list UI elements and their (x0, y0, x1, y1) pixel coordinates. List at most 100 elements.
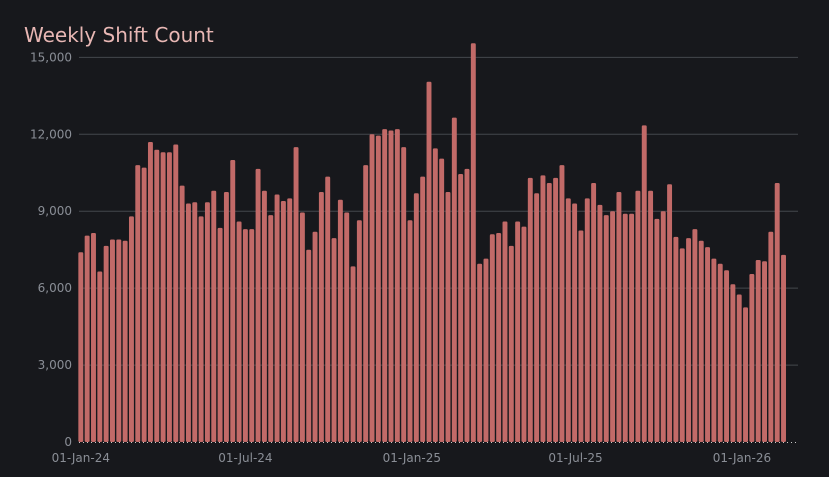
bar (192, 202, 198, 442)
bar (597, 204, 603, 442)
bar (781, 254, 786, 442)
y-tick-label: 3,000 (38, 358, 72, 372)
bar (483, 258, 489, 442)
bar (230, 159, 236, 442)
bar (610, 211, 616, 442)
x-tick-label: 01-Jul-24 (218, 451, 272, 465)
y-tick-label: 12,000 (30, 127, 72, 141)
bar (705, 247, 711, 442)
bar (717, 263, 723, 442)
bar (401, 147, 407, 442)
bar (578, 230, 584, 442)
bar (204, 202, 210, 442)
bar (445, 192, 451, 442)
bar (287, 198, 293, 442)
bar (116, 239, 122, 442)
bar (217, 227, 223, 442)
bar (97, 271, 103, 442)
bar (337, 199, 343, 442)
bar (185, 203, 191, 442)
bar (724, 270, 730, 442)
bar (261, 190, 267, 442)
bar (110, 239, 115, 442)
y-tick-label: 15,000 (30, 50, 72, 64)
bar (413, 193, 419, 442)
bar (489, 234, 495, 442)
bar (521, 226, 527, 442)
bar (572, 203, 578, 442)
bar (84, 235, 90, 442)
bar (527, 177, 533, 442)
bar (673, 236, 679, 442)
bar (451, 117, 457, 442)
y-axis: 0 3,000 6,000 9,000 12,000 15,000 (30, 50, 72, 449)
bar (160, 152, 166, 442)
bar (622, 213, 628, 442)
bar (540, 175, 546, 442)
bar (420, 176, 426, 442)
bar (679, 248, 685, 442)
bar (603, 215, 609, 442)
bar (122, 240, 128, 442)
bar (268, 215, 274, 442)
bar (553, 177, 559, 442)
bar (755, 259, 761, 442)
x-axis: 01-Jan-24 01-Jul-24 01-Jan-25 01-Jul-25 01-J… (52, 451, 771, 465)
bar (464, 168, 470, 443)
bar (223, 192, 229, 442)
bar (147, 142, 153, 442)
x-tick-label: 01-Jan-25 (383, 451, 441, 465)
bar (299, 212, 305, 442)
bar (743, 307, 749, 442)
bar (198, 216, 204, 442)
bar (255, 168, 261, 443)
chart-title: Weekly Shift Count (24, 23, 214, 47)
bar (242, 229, 248, 442)
bar (394, 129, 400, 442)
bar (407, 220, 413, 442)
bars (78, 43, 798, 443)
bar (154, 149, 160, 442)
bar (477, 263, 483, 442)
bar (711, 258, 717, 442)
bar (369, 134, 375, 442)
bar (331, 238, 337, 442)
bar (660, 211, 666, 442)
bar (458, 174, 464, 443)
bar (344, 212, 350, 442)
bar (432, 148, 438, 442)
y-tick-label: 9,000 (38, 204, 72, 218)
y-tick-label: 0 (64, 435, 72, 449)
bar (128, 216, 134, 442)
bar (280, 200, 286, 442)
bar (426, 81, 432, 443)
bar (375, 135, 381, 442)
bar (591, 183, 597, 442)
bar (635, 190, 641, 442)
bar (667, 184, 673, 442)
bar (502, 221, 508, 442)
bar (629, 213, 635, 442)
bar (565, 198, 571, 442)
bar (768, 231, 774, 442)
bar (274, 194, 280, 442)
bar (654, 218, 660, 442)
bar (382, 129, 388, 442)
bar (312, 231, 318, 442)
bar (559, 165, 565, 442)
bar (730, 284, 736, 442)
bar (749, 274, 755, 442)
bar (388, 130, 394, 442)
bar (762, 261, 767, 442)
bar (135, 165, 141, 442)
bar (211, 190, 217, 442)
bar (508, 245, 514, 442)
bar (584, 198, 590, 442)
bar (356, 220, 362, 442)
bar (236, 221, 242, 442)
bar (534, 193, 540, 442)
x-tick-label: 01-Jan-24 (52, 451, 110, 465)
bar (91, 233, 96, 442)
bar (363, 165, 369, 442)
bar (166, 152, 172, 442)
